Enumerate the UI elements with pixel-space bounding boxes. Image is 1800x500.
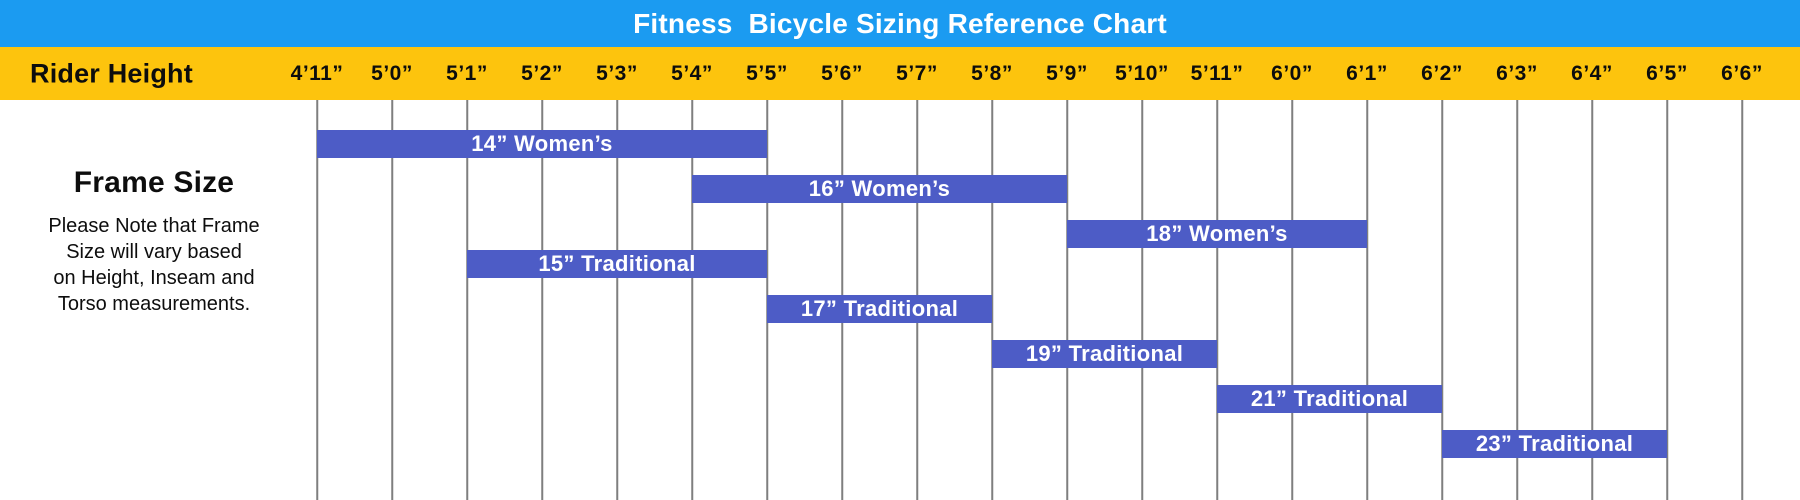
- grid-line: [391, 100, 393, 500]
- axis-tick-label: 6’6”: [1721, 61, 1763, 85]
- title-bar: Fitness Bicycle Sizing Reference Chart: [0, 0, 1800, 47]
- frame-size-bar: 16” Women’s: [692, 175, 1067, 203]
- axis-tick-label: 6’1”: [1346, 61, 1388, 85]
- rider-height-label: Rider Height: [30, 58, 193, 88]
- frame-size-bar: 15” Traditional: [467, 250, 767, 278]
- axis-tick-label: 5’11”: [1190, 61, 1244, 85]
- axis-band: Rider Height 4’11” 5’0” 5’1” 5’2” 5’3” 5’4” 5’…: [0, 47, 1800, 100]
- grid-line: [1516, 100, 1518, 500]
- grid-line: [616, 100, 618, 500]
- grid-line: [991, 100, 993, 500]
- axis-tick-label: 5’5”: [746, 61, 788, 85]
- frame-size-bar: 21” Traditional: [1217, 385, 1442, 413]
- axis-tick-label: 5’1”: [446, 61, 488, 85]
- grid-line: [1291, 100, 1293, 500]
- grid-line: [541, 100, 543, 500]
- grid-line: [1666, 100, 1668, 500]
- grid-line: [1741, 100, 1743, 500]
- axis-tick-label: 5’2”: [521, 61, 563, 85]
- axis-tick-label: 5’0”: [371, 61, 413, 85]
- axis-tick-label: 5’8”: [971, 61, 1013, 85]
- frame-size-bar: 18” Women’s: [1067, 220, 1367, 248]
- frame-size-bar: 14” Women’s: [317, 130, 767, 158]
- axis-tick-label: 6’0”: [1271, 61, 1313, 85]
- axis-tick-label: 4’11”: [290, 61, 344, 85]
- frame-size-note: Please Note that Frame Size will vary ba…: [48, 215, 260, 315]
- grid-line: [466, 100, 468, 500]
- grid-line: [1216, 100, 1218, 500]
- axis-tick-label: 5’3”: [596, 61, 638, 85]
- grid-line: [1441, 100, 1443, 500]
- frame-size-heading: Frame Size: [73, 166, 235, 199]
- chart-plot-area: 14” Women’s 16” Women’s 18” Women’s 15” Tra…: [0, 100, 1800, 500]
- axis-tick-label: 5’4”: [671, 61, 713, 85]
- grid-line: [316, 100, 318, 500]
- axis-tick-label: 5’9”: [1046, 61, 1088, 85]
- axis-tick-label: 6’5”: [1646, 61, 1688, 85]
- frame-size-bar: 23” Traditional: [1442, 430, 1667, 458]
- axis-tick-label: 6’2”: [1421, 61, 1463, 85]
- frame-size-bar: 17” Traditional: [767, 295, 992, 323]
- axis-tick-label: 6’4”: [1571, 61, 1613, 85]
- axis-tick-label: 5’6”: [821, 61, 863, 85]
- grid-line: [1066, 100, 1068, 500]
- grid-line: [691, 100, 693, 500]
- axis-tick-label: 6’3”: [1496, 61, 1538, 85]
- grid-line: [1141, 100, 1143, 500]
- axis-tick-label: 5’7”: [896, 61, 938, 85]
- frame-size-bar: 19” Traditional: [992, 340, 1217, 368]
- grid-line: [1366, 100, 1368, 500]
- axis-tick-label: 5’10”: [1115, 61, 1169, 85]
- chart-title: Fitness Bicycle Sizing Reference Chart: [633, 7, 1167, 39]
- grid-line: [1591, 100, 1593, 500]
